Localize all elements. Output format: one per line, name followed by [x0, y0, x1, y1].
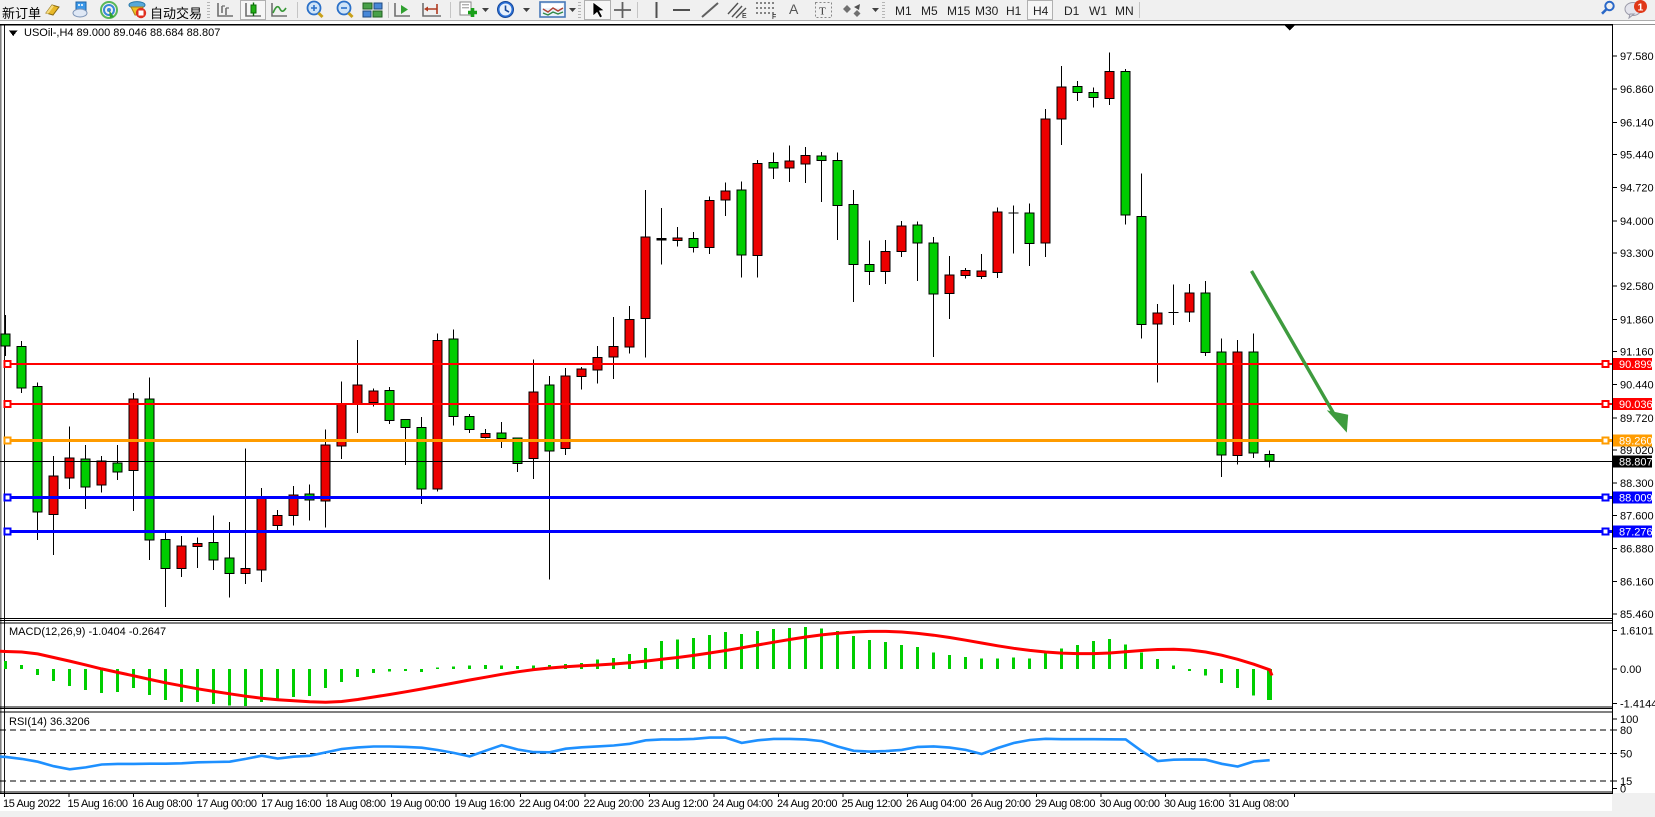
svg-text:100: 100	[1620, 714, 1638, 726]
svg-text:29 Aug 08:00: 29 Aug 08:00	[1035, 798, 1095, 810]
svg-text:15 Aug 16:00: 15 Aug 16:00	[68, 798, 128, 810]
svg-text:26 Aug 20:00: 26 Aug 20:00	[971, 798, 1031, 810]
svg-text:90.036: 90.036	[1619, 399, 1653, 411]
svg-text:F: F	[772, 14, 776, 20]
svg-text:30 Aug 16:00: 30 Aug 16:00	[1164, 798, 1224, 810]
svg-text:88.009: 88.009	[1619, 493, 1653, 505]
svg-text:19 Aug 16:00: 19 Aug 16:00	[455, 798, 515, 810]
svg-text:0.00: 0.00	[1620, 664, 1641, 676]
svg-text:50: 50	[1620, 749, 1632, 761]
svg-text:T: T	[819, 6, 826, 18]
svg-text:MACD(12,26,9) -1.0404 -0.2647: MACD(12,26,9) -1.0404 -0.2647	[9, 626, 166, 638]
svg-text:88.300: 88.300	[1620, 478, 1654, 490]
svg-text:88.807: 88.807	[1619, 457, 1653, 469]
svg-text:24 Aug 20:00: 24 Aug 20:00	[777, 798, 837, 810]
svg-text:87.276: 87.276	[1619, 527, 1653, 539]
svg-text:30 Aug 00:00: 30 Aug 00:00	[1100, 798, 1160, 810]
svg-text:90.899: 90.899	[1619, 359, 1653, 371]
svg-text:16 Aug 08:00: 16 Aug 08:00	[132, 798, 192, 810]
svg-text:25 Aug 12:00: 25 Aug 12:00	[842, 798, 902, 810]
svg-text:94.000: 94.000	[1620, 216, 1654, 228]
svg-text:91.160: 91.160	[1620, 347, 1654, 359]
svg-text:15: 15	[1620, 776, 1632, 788]
svg-text:-1.4144: -1.4144	[1620, 698, 1655, 710]
svg-text:95.440: 95.440	[1620, 150, 1654, 162]
svg-text:19 Aug 00:00: 19 Aug 00:00	[390, 798, 450, 810]
svg-text:89.720: 89.720	[1620, 413, 1654, 425]
svg-text:USOil-,H4 89.000 89.046 88.68: USOil-,H4 89.000 89.046 88.684 88.807	[24, 27, 220, 39]
svg-text:93.300: 93.300	[1620, 248, 1654, 260]
svg-text:89.260: 89.260	[1619, 436, 1653, 448]
svg-text:22 Aug 04:00: 22 Aug 04:00	[519, 798, 579, 810]
svg-text:80: 80	[1620, 725, 1632, 737]
svg-text:87.600: 87.600	[1620, 510, 1654, 522]
svg-text:17 Aug 00:00: 17 Aug 00:00	[197, 798, 257, 810]
svg-text:24 Aug 04:00: 24 Aug 04:00	[713, 798, 773, 810]
svg-text:91.860: 91.860	[1620, 314, 1654, 326]
svg-text:26 Aug 04:00: 26 Aug 04:00	[906, 798, 966, 810]
svg-text:96.860: 96.860	[1620, 84, 1654, 96]
svg-text:1.6101: 1.6101	[1620, 626, 1654, 638]
svg-text:96.140: 96.140	[1620, 117, 1654, 129]
svg-text:86.880: 86.880	[1620, 543, 1654, 555]
svg-text:E: E	[742, 13, 747, 20]
svg-text:RSI(14) 36.3206: RSI(14) 36.3206	[9, 716, 90, 728]
svg-text:31 Aug 08:00: 31 Aug 08:00	[1229, 798, 1289, 810]
svg-text:15 Aug 2022: 15 Aug 2022	[3, 798, 61, 810]
svg-text:86.160: 86.160	[1620, 577, 1654, 589]
svg-text:85.460: 85.460	[1620, 609, 1654, 621]
svg-text:94.720: 94.720	[1620, 183, 1654, 195]
svg-text:22 Aug 20:00: 22 Aug 20:00	[584, 798, 644, 810]
svg-text:23 Aug 12:00: 23 Aug 12:00	[648, 798, 708, 810]
svg-text:90.440: 90.440	[1620, 380, 1654, 392]
svg-text:92.580: 92.580	[1620, 281, 1654, 293]
svg-text:18 Aug 08:00: 18 Aug 08:00	[326, 798, 386, 810]
svg-text:97.580: 97.580	[1620, 51, 1654, 63]
svg-text:0: 0	[1620, 784, 1626, 796]
svg-text:89.020: 89.020	[1620, 445, 1654, 457]
svg-text:17 Aug 16:00: 17 Aug 16:00	[261, 798, 321, 810]
svg-text:1: 1	[1638, 2, 1644, 14]
